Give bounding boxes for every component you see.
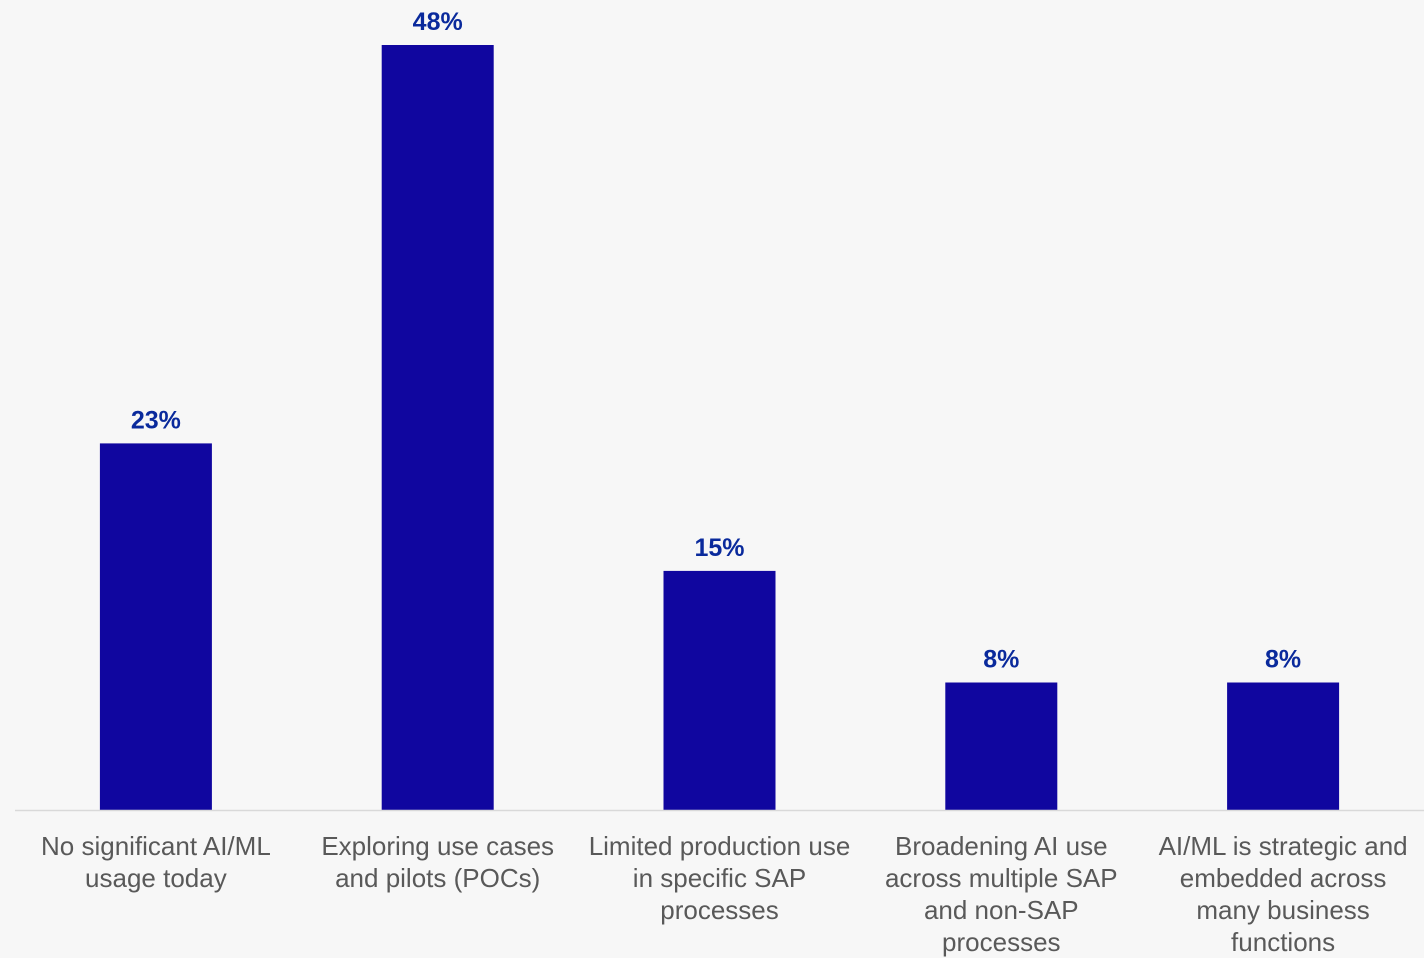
category-label-5: AI/ML is strategic and embedded across m… [1158,831,1408,957]
bar-4 [945,682,1058,810]
bar-1 [99,443,212,810]
bar-5 [1227,682,1340,810]
category-label-1: No significant AI/ML usage today [41,831,271,893]
data-label-4: 8% [983,646,1019,674]
category-label-4: Broadening AI use across multiple SAP an… [884,831,1118,957]
bar-3 [663,570,776,810]
category-label-3: Limited production use in specific SAP p… [588,831,851,925]
data-label-5: 8% [1265,646,1301,674]
data-label-2: 48% [413,8,463,36]
data-label-3: 15% [694,534,744,562]
bar-2 [381,45,494,810]
data-label-1: 23% [131,406,181,434]
category-label-2: Exploring use cases and pilots (POCs) [321,831,555,893]
